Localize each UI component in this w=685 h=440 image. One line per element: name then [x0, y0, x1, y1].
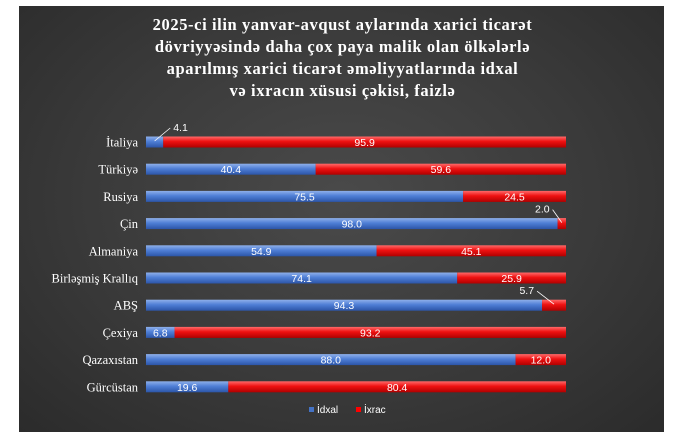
bar-idxal	[146, 354, 516, 366]
data-label: 6.8	[153, 327, 168, 339]
bar-ixrac	[228, 381, 566, 393]
category-label: Çexiya	[103, 326, 139, 340]
category-label: ABŞ	[114, 299, 138, 313]
data-label: 4.1	[173, 122, 188, 134]
bar-idxal	[146, 218, 558, 230]
bar-ixrac	[457, 272, 566, 284]
legend-label-idxal: İdxal	[317, 403, 338, 416]
legend-swatch-ixrac	[356, 407, 361, 412]
data-label: 98.0	[342, 219, 363, 231]
category-label: Çin	[120, 217, 139, 231]
bar-idxal	[146, 163, 316, 175]
bar-ixrac	[174, 326, 566, 338]
bar-idxal	[146, 272, 458, 284]
bar-idxal	[146, 245, 377, 257]
bar-ixrac	[463, 190, 566, 202]
data-label: 59.6	[431, 164, 452, 176]
bar-ixrac	[542, 299, 566, 311]
data-label: 5.7	[519, 285, 534, 297]
bar-idxal	[146, 190, 464, 202]
data-label: 25.9	[501, 273, 522, 285]
chart-title-line-3: aparılmış xarici ticarət əməliyyatlarınd…	[166, 59, 519, 78]
chart-title-line-4: və ixracın xüsusi çəkisi, faizlə	[229, 81, 456, 100]
data-label: 2.0	[535, 204, 550, 216]
bar-idxal	[146, 381, 229, 393]
data-label: 19.6	[177, 382, 198, 394]
leader-line	[536, 290, 555, 305]
data-label: 88.0	[321, 355, 342, 367]
data-label: 40.4	[221, 164, 242, 176]
data-label: 54.9	[251, 246, 272, 258]
data-label: 94.3	[334, 300, 355, 312]
data-label: 74.1	[291, 273, 312, 285]
bar-idxal	[146, 326, 175, 338]
category-label: Birləşmiş Krallıq	[52, 272, 139, 286]
bar-ixrac	[515, 354, 566, 366]
category-label: Gürcüstan	[87, 380, 139, 394]
leader-line	[154, 127, 171, 142]
legend-swatch-idxal	[309, 407, 314, 412]
category-label: Qazaxıstan	[82, 353, 138, 367]
bar-idxal	[146, 136, 164, 148]
data-label: 93.2	[360, 327, 381, 339]
data-label: 24.5	[504, 191, 525, 203]
chart-title-line-1: 2025-ci ilin yanvar-avqust aylarında xar…	[152, 15, 533, 34]
data-label: 45.1	[461, 246, 482, 258]
category-label: Almaniya	[89, 244, 139, 258]
legend-label-ixrac: İxrac	[364, 403, 386, 416]
data-label: 12.0	[531, 355, 552, 367]
bar-idxal	[146, 299, 543, 311]
bar-ixrac	[557, 218, 566, 230]
bar-ixrac	[315, 163, 566, 175]
data-label: 80.4	[387, 382, 408, 394]
leader-line	[552, 209, 563, 223]
bar-ixrac	[376, 245, 566, 257]
category-label: Türkiyə	[98, 163, 138, 177]
data-label: 75.5	[294, 191, 315, 203]
chart-title: 2025-ci ilin yanvar-avqust aylarında xar…	[40, 14, 645, 102]
category-label: İtaliya	[106, 136, 138, 150]
bar-ixrac	[163, 136, 566, 148]
data-label: 95.9	[354, 137, 375, 149]
chart-title-line-2: dövriyyəsində daha çox paya malik olan ö…	[154, 37, 531, 56]
category-label: Rusiya	[103, 190, 138, 204]
